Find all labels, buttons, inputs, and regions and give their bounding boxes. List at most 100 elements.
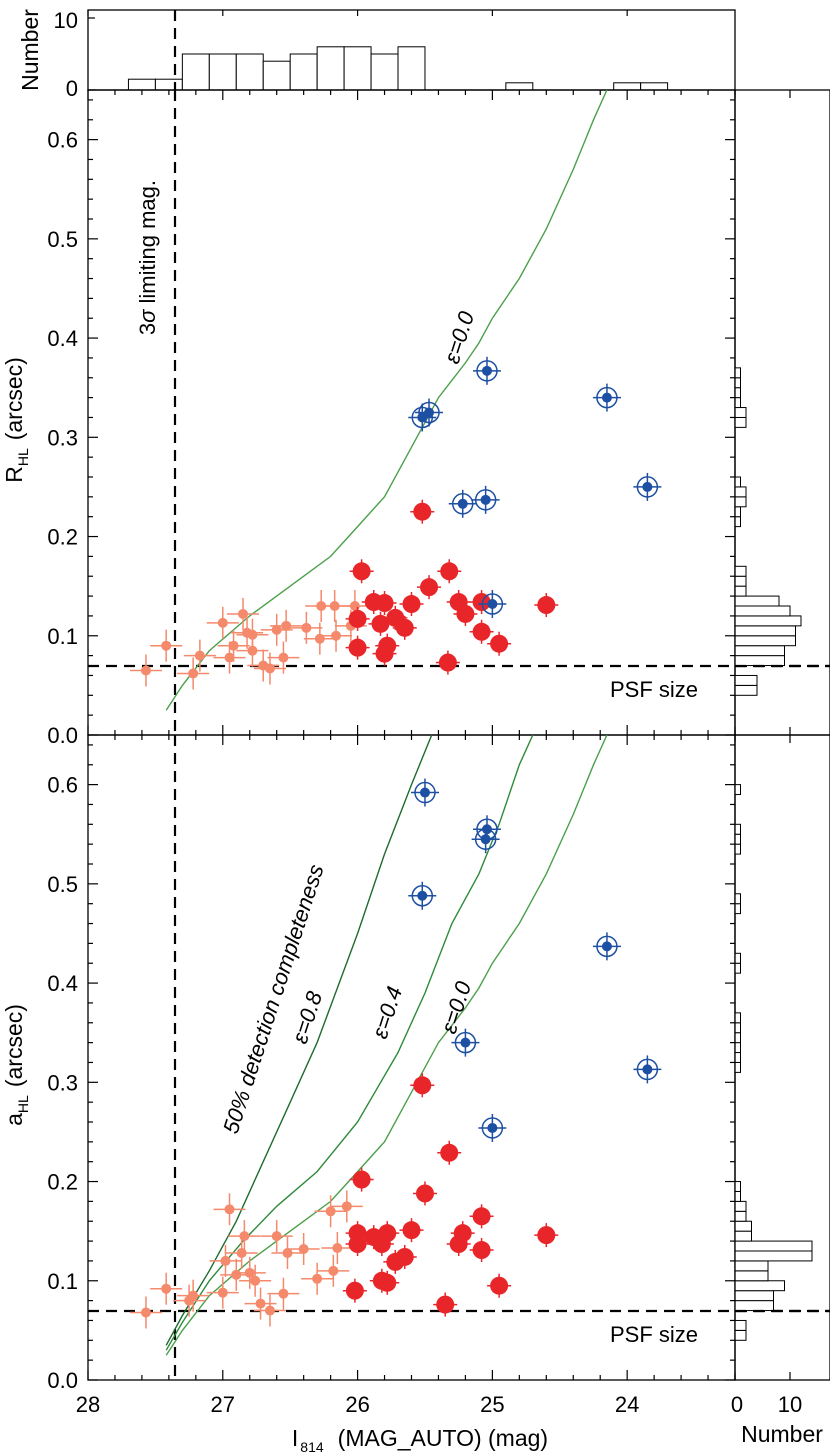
- data-point: [378, 1224, 397, 1243]
- ytick-label: 0.0: [47, 723, 78, 748]
- top-hist-bar: [181, 53, 210, 91]
- data-point: [472, 593, 491, 612]
- data-point: [348, 638, 367, 657]
- right-hist-bar: [734, 823, 741, 835]
- ytick-label: 0.6: [47, 128, 78, 153]
- right-hist-bar: [734, 843, 741, 855]
- data-point: [420, 578, 439, 597]
- xtick-label: 28: [76, 1392, 100, 1417]
- data-point: [238, 608, 249, 619]
- ytick-label: 0.4: [47, 971, 78, 996]
- data-ring: [474, 828, 497, 850]
- data-ring: [476, 360, 498, 382]
- top-points: [129, 356, 662, 690]
- data-ring: [596, 386, 618, 409]
- right-hist-bar: [734, 1061, 741, 1073]
- data-point: [537, 596, 556, 615]
- data-point: [490, 1276, 509, 1295]
- bottom-scatter-frame: [87, 734, 736, 1381]
- data-point: [271, 1231, 282, 1242]
- data-point: [453, 1224, 472, 1243]
- data-point: [247, 629, 258, 640]
- data-point: [395, 618, 414, 637]
- right-hist-bar: [734, 1220, 752, 1232]
- data-point: [480, 834, 491, 845]
- top-hist-bar: [397, 46, 426, 91]
- right-hist-bar: [734, 893, 741, 905]
- ytick-label: 0.1: [47, 624, 78, 649]
- data-point: [440, 562, 459, 581]
- data-point: [250, 1275, 261, 1286]
- data-point: [217, 1287, 228, 1298]
- right-hist-bar: [734, 1210, 747, 1222]
- data-point: [328, 1265, 339, 1276]
- ytick-label: 0.5: [47, 872, 78, 897]
- data-point: [331, 630, 342, 641]
- bottom-ylabel: aHL(arcsec): [1, 1004, 31, 1126]
- top-ylabel: RHL(arcsec): [1, 357, 31, 483]
- right-hist-xtick-10: 10: [778, 1392, 802, 1417]
- right-histogram-top: [734, 89, 830, 736]
- data-ring: [636, 1058, 659, 1081]
- curve-label-eps-0-4: ε=0.4: [367, 983, 407, 1041]
- top-scatter-frame: [87, 89, 736, 736]
- right-hist-bar: [734, 516, 741, 528]
- data-ring: [596, 935, 618, 958]
- top-scatter-ticks: [87, 90, 736, 736]
- data-point: [371, 614, 390, 633]
- right-hist-bar: [734, 635, 796, 647]
- data-point: [487, 599, 498, 610]
- top-hist-bar: [613, 82, 642, 91]
- right-hist-bar: [734, 397, 741, 409]
- top-hist-bar: [505, 82, 534, 91]
- right-hist-bar: [734, 1200, 747, 1212]
- data-point: [271, 624, 282, 635]
- top-hist-bar: [316, 46, 345, 91]
- top-scatter-ytick-labels: 0.0 0.1 0.2 0.3 0.4 0.5 0.6: [47, 128, 78, 748]
- right-hist-bar: [734, 1270, 769, 1282]
- top-hist-bar: [343, 46, 372, 91]
- right-hist-bar: [734, 1052, 741, 1063]
- ytick-label: 0.6: [47, 773, 78, 798]
- data-point: [348, 1235, 367, 1254]
- data-point: [436, 1295, 455, 1314]
- ytick-label: 0.5: [47, 227, 78, 252]
- right-hist-bar: [734, 1230, 752, 1242]
- right-hist-bar: [734, 585, 747, 597]
- right-hist-bar: [734, 645, 785, 657]
- xtick-label: 26: [345, 1392, 369, 1417]
- top-hist-bar: [289, 53, 318, 91]
- data-point: [352, 1170, 371, 1189]
- ytick-label: 0.3: [47, 1070, 78, 1095]
- right-histogram-bottom: 0 10 Number: [731, 734, 830, 1447]
- right-hist-bar: [734, 575, 747, 587]
- data-point: [228, 640, 239, 651]
- right-hist-bar: [734, 1022, 741, 1034]
- top-hist-bar: [262, 60, 291, 91]
- data-point: [332, 1243, 343, 1254]
- data-point: [490, 634, 509, 653]
- right-hist-bar: [734, 833, 741, 845]
- psf-label-top: PSF size: [610, 677, 698, 702]
- right-hist-bar: [734, 1300, 774, 1312]
- right-hist-bar: [734, 952, 741, 964]
- data-point: [236, 1247, 247, 1258]
- top-hist-bar: [154, 78, 183, 91]
- data-point: [419, 787, 430, 798]
- data-point: [472, 1241, 491, 1260]
- bottom-scatter: 0.00.10.20.30.40.50.6 28 27 26 25 24 50% det…: [1, 734, 830, 1455]
- data-point: [375, 594, 394, 613]
- data-point: [161, 640, 172, 651]
- right-hist-bottom-frame: [734, 734, 830, 1381]
- right-hist-xlabel: Number: [741, 1421, 823, 1447]
- data-point: [341, 1201, 352, 1212]
- data-point: [601, 392, 612, 403]
- right-hist-bar: [734, 1280, 785, 1292]
- data-ring: [636, 476, 659, 498]
- right-hist-bar: [734, 615, 802, 627]
- right-hist-bar: [734, 1329, 747, 1341]
- data-point: [438, 653, 457, 672]
- right-hist-bar: [734, 1260, 769, 1272]
- right-hist-bar: [734, 1032, 741, 1044]
